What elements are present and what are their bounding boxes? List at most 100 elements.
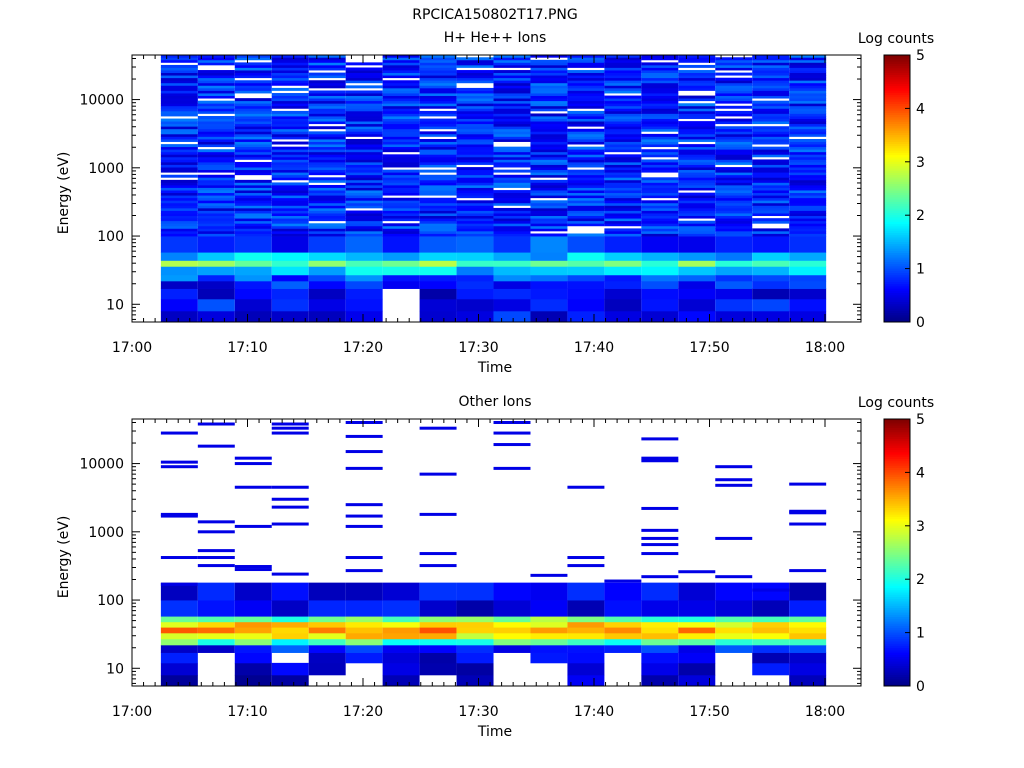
spectrogram-cell — [382, 55, 420, 58]
spectrogram-cell — [197, 213, 235, 217]
spectrogram-cell — [789, 161, 827, 165]
spectrogram-cell — [271, 230, 309, 234]
spectrogram-cell — [456, 172, 494, 176]
colorbar-tick-label: 3 — [916, 519, 925, 535]
spectrogram-cell — [345, 121, 383, 125]
spectrogram-cell — [234, 123, 272, 127]
spectrogram-cell — [160, 192, 198, 196]
spectrogram-cell — [678, 172, 716, 176]
spectrogram-cell — [789, 93, 827, 96]
hplus-heplusplus-panel: H+ He++ Ions 17:00 17:10 17:20 17:30 17:40 17… — [56, 30, 934, 376]
spectrogram-cell — [197, 118, 235, 122]
spectrogram-cell — [641, 123, 679, 127]
spectrogram-cell — [789, 184, 827, 188]
spectrogram-cell — [345, 274, 383, 282]
spectrogram-cell — [271, 252, 309, 261]
colorbar-tick-label: 2 — [916, 572, 925, 588]
spectrogram-cell — [345, 298, 383, 312]
spectrogram-cell — [234, 225, 272, 229]
spectrogram-cell — [678, 616, 716, 623]
spectrogram-cell — [160, 260, 198, 267]
colorbar-swatch — [884, 268, 910, 272]
spectrogram-cell — [530, 169, 568, 173]
spectrogram-cell — [530, 136, 568, 140]
spectrogram-cell — [382, 108, 420, 112]
spectrogram-cell — [530, 95, 568, 99]
spectrogram-cell — [641, 67, 679, 71]
spectrogram-cell — [641, 662, 679, 676]
spectrogram-cell — [641, 118, 679, 122]
spectrogram-cell — [456, 64, 494, 68]
spectrogram-cell — [604, 579, 642, 583]
spectrogram-cell — [789, 182, 827, 186]
spectrogram-cell — [419, 512, 457, 516]
spectrogram-cell — [345, 638, 383, 646]
spectrogram-cell — [789, 164, 827, 168]
spectrogram-cell — [567, 266, 605, 276]
colorbar-swatch — [884, 483, 910, 487]
spectrogram-cell — [752, 93, 790, 96]
colorbar-tick-label: 4 — [916, 465, 925, 481]
spectrogram-cell — [678, 161, 716, 165]
spectrogram-cell — [456, 192, 494, 196]
spectrogram-cell — [752, 266, 790, 276]
spectrogram-cell — [419, 218, 457, 222]
y-tick-label: 100 — [97, 229, 124, 245]
spectrogram-cell — [678, 87, 716, 91]
spectrogram-cell — [308, 172, 346, 176]
spectrogram-cell — [567, 192, 605, 196]
spectrogram-cell — [345, 161, 383, 165]
spectrogram-cell — [308, 72, 346, 76]
spectrogram-cell — [456, 133, 494, 137]
spectrogram-cell — [752, 236, 790, 253]
spectrogram-cell — [234, 195, 272, 199]
spectrogram-cell — [456, 100, 494, 104]
spectrogram-cell — [641, 139, 679, 142]
colorbar-swatch — [884, 521, 910, 525]
spectrogram-cell — [678, 169, 716, 173]
spectrogram-cell — [530, 100, 568, 104]
spectrogram-cell — [197, 197, 235, 201]
colorbar-swatch — [884, 592, 910, 596]
colorbar-swatch — [884, 550, 910, 553]
spectrogram-cell — [160, 169, 198, 173]
spectrogram-cell — [789, 144, 827, 148]
colorbar-swatch — [884, 683, 910, 687]
spectrogram-cell — [493, 218, 531, 222]
spectrogram-cell — [752, 169, 790, 173]
spectrogram-cell — [641, 93, 679, 96]
spectrogram-cell — [456, 202, 494, 206]
spectrogram-cell — [604, 133, 642, 137]
spectrogram-cell — [345, 215, 383, 219]
spectrogram-cell — [160, 627, 198, 634]
spectrogram-cell — [456, 252, 494, 261]
spectrogram-cell — [715, 95, 753, 99]
spectrogram-cell — [234, 674, 272, 687]
spectrogram-cell — [382, 192, 420, 196]
colorbar-swatch — [884, 301, 910, 305]
spectrogram-cell — [197, 93, 235, 96]
colorbar-swatch — [884, 456, 910, 460]
spectrogram-cell — [382, 149, 420, 153]
spectrogram-cell — [160, 652, 198, 664]
spectrogram-cell — [678, 75, 716, 79]
spectrogram-cell — [641, 230, 679, 234]
spectrogram-cell — [345, 167, 383, 171]
spectrogram-cell — [271, 182, 309, 186]
spectrogram-cell — [345, 131, 383, 135]
spectrogram-cell — [160, 182, 198, 186]
colorbar-swatch — [884, 72, 910, 76]
spectrogram-cell — [382, 82, 420, 86]
spectrogram-cell — [197, 310, 235, 323]
spectrogram-cell — [197, 100, 235, 104]
spectrogram-cell — [493, 195, 531, 199]
colorbar-swatch — [884, 281, 910, 285]
colorbar-swatch — [884, 421, 910, 424]
spectrogram-cell — [752, 638, 790, 646]
spectrogram-cell — [789, 652, 827, 664]
spectrogram-cell — [641, 72, 679, 76]
spectrogram-cell — [419, 280, 457, 289]
spectrogram-cell — [308, 98, 346, 102]
spectrogram-cell — [789, 205, 827, 209]
spectrogram-cell — [493, 233, 531, 237]
